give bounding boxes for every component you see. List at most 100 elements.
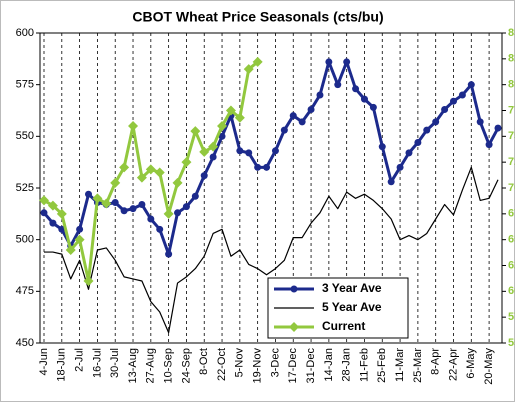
x-tick-label: 3-Dec [269, 348, 281, 378]
data-point [432, 118, 440, 126]
data-point [217, 121, 228, 131]
y2-tick-label: 725 [508, 156, 515, 168]
data-point [85, 190, 93, 198]
data-point [156, 225, 164, 233]
data-point [298, 118, 306, 126]
data-point [110, 177, 121, 188]
data-point [396, 163, 404, 171]
data-point [172, 177, 183, 188]
legend-marker [289, 322, 299, 332]
y-tick-label: 550 [16, 130, 34, 142]
legend-label: Current [322, 319, 365, 333]
y2-tick-label: 825 [508, 53, 515, 65]
y2-tick-label: 800 [508, 79, 515, 91]
data-point [485, 141, 493, 149]
data-point [243, 64, 254, 75]
data-point [111, 198, 119, 206]
legend-label: 5 Year Ave [322, 300, 382, 314]
x-tick-label: 27-Aug [145, 348, 157, 383]
data-point [387, 178, 395, 186]
x-tick-label: 11-Feb [358, 348, 370, 382]
data-point [200, 172, 208, 180]
data-point [129, 205, 137, 213]
data-point [165, 250, 173, 258]
data-point [56, 208, 67, 219]
data-point [58, 225, 66, 233]
data-point [467, 81, 475, 89]
data-point [423, 126, 431, 134]
y2-tick-label: 550 [508, 337, 515, 349]
data-point [119, 162, 130, 173]
data-point [47, 200, 58, 211]
data-point [360, 95, 368, 103]
y2-tick-label: 850 [508, 27, 515, 39]
y2-tick-label: 775 [508, 104, 515, 116]
data-point [352, 85, 360, 93]
x-tick-label: 8-Apr [430, 348, 442, 375]
x-tick-label: 25-Mar [412, 348, 424, 383]
y-tick-label: 500 [16, 234, 34, 246]
data-point [263, 163, 271, 171]
x-tick-label: 24-Sep [180, 348, 192, 383]
data-point [128, 121, 139, 131]
data-point [92, 193, 103, 204]
data-point [40, 209, 48, 217]
x-tick-label: 13-Aug [127, 348, 139, 383]
x-tick-label: 19-Nov [252, 348, 264, 384]
data-point [83, 276, 94, 286]
x-tick-label: 22-Apr [447, 348, 459, 381]
x-tick-label: 25-Feb [376, 348, 388, 383]
y2-tick-label: 625 [508, 259, 515, 271]
data-point [307, 105, 315, 113]
data-point [458, 91, 466, 99]
data-point [101, 198, 112, 209]
y-tick-label: 525 [16, 182, 34, 194]
data-point [343, 58, 351, 66]
y-tick-label: 450 [16, 337, 34, 349]
data-point [174, 209, 182, 217]
data-point [271, 147, 279, 155]
data-point [138, 201, 146, 209]
data-point [289, 112, 297, 120]
data-point [245, 149, 253, 157]
y2-tick-label: 650 [508, 234, 515, 246]
data-point [378, 143, 386, 151]
x-tick-label: 8-Oct [198, 348, 210, 375]
x-tick-label: 5-Nov [234, 348, 246, 378]
series-line [44, 166, 499, 334]
x-tick-label: 11-Mar [394, 348, 406, 382]
y-tick-label: 475 [16, 285, 34, 297]
data-point [199, 146, 210, 157]
data-point [191, 192, 199, 200]
x-tick-label: 16-Jul [91, 348, 103, 378]
data-point [449, 97, 457, 105]
data-point [234, 112, 245, 123]
data-point [252, 56, 263, 67]
data-point [441, 105, 449, 113]
data-point [254, 163, 262, 171]
x-tick-label: 30-Jul [109, 348, 121, 378]
data-point [136, 172, 147, 183]
data-point [181, 157, 192, 168]
data-point [369, 103, 377, 111]
y-tick-label: 575 [16, 79, 34, 91]
data-point [236, 147, 244, 155]
y2-tick-label: 600 [508, 285, 515, 297]
x-tick-label: 17-Dec [287, 348, 299, 384]
data-point [208, 141, 219, 152]
data-point [325, 58, 333, 66]
x-tick-label: 10-Sep [163, 348, 175, 383]
y-tick-label: 600 [16, 27, 34, 39]
data-point [225, 105, 236, 116]
data-point [154, 167, 165, 178]
data-point [74, 234, 85, 245]
data-point [120, 207, 128, 215]
data-point [280, 126, 288, 134]
data-point [209, 153, 217, 161]
y2-tick-label: 750 [508, 130, 515, 142]
legend: 3 Year Ave 5 Year Ave Current [267, 277, 409, 339]
data-point [76, 225, 84, 233]
x-tick-label: 20-May [483, 348, 495, 385]
x-tick-label: 31-Dec [305, 348, 317, 384]
data-point [145, 164, 156, 175]
